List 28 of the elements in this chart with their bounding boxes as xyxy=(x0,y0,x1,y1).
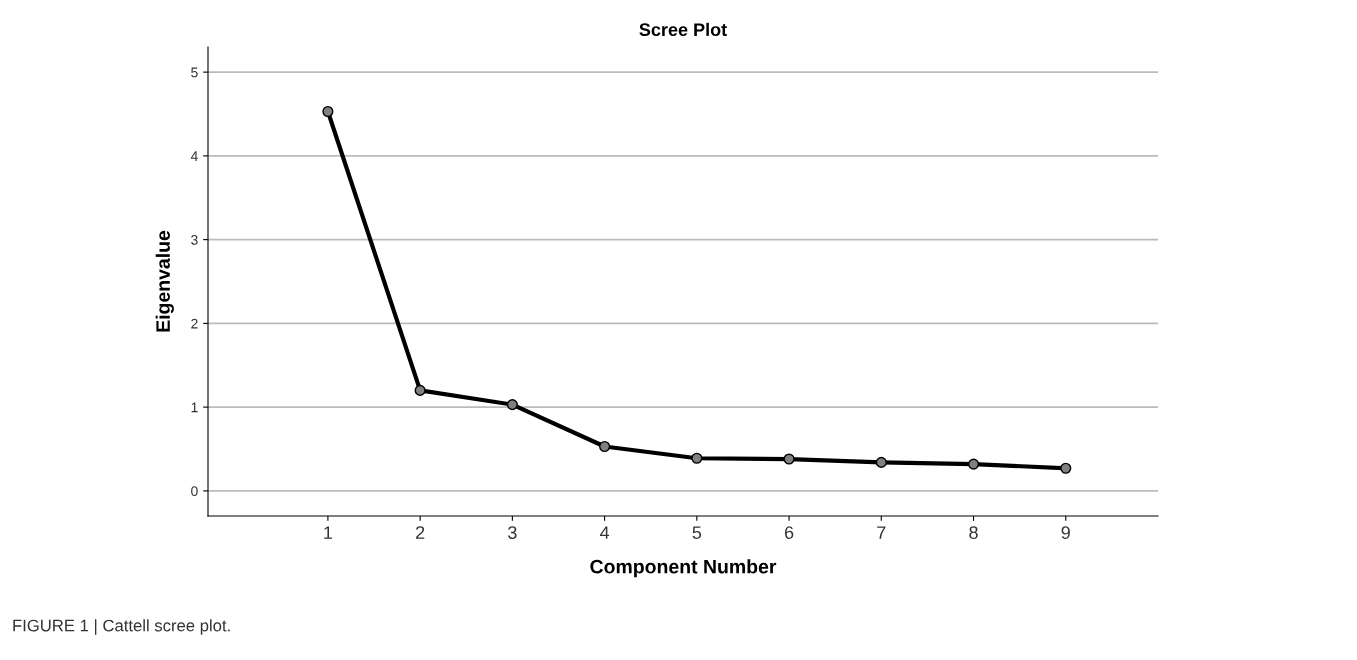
point xyxy=(783,453,795,465)
point xyxy=(322,105,334,118)
y-tick-label: 5 xyxy=(191,67,198,78)
y-tick-label: 2 xyxy=(191,318,198,329)
y-tick-label: 3 xyxy=(191,234,198,245)
x-tick-label: 1 xyxy=(324,526,333,539)
point xyxy=(506,399,518,411)
x-tick-label: 4 xyxy=(600,526,610,539)
point xyxy=(691,452,703,464)
point xyxy=(414,384,426,396)
x-tick-label: 6 xyxy=(784,526,794,539)
point xyxy=(1060,462,1072,474)
y-tick-label: 1 xyxy=(191,402,198,413)
caption: FIGURE 1 | Cattell scree plot. xyxy=(13,619,230,635)
y-axis-title: Eigenvalue xyxy=(155,230,174,332)
x-tick-label: 5 xyxy=(692,526,702,539)
x-tick-label: 7 xyxy=(877,526,886,539)
y-tick-label: 4 xyxy=(190,151,198,161)
x-tick-label: 9 xyxy=(1061,526,1070,539)
y-tick-label: 0 xyxy=(191,486,198,497)
x-tick-label: 3 xyxy=(508,526,517,539)
x-axis-title: Component Number xyxy=(590,559,777,578)
x-tick-label: 8 xyxy=(969,526,978,539)
point xyxy=(875,456,887,468)
point xyxy=(967,458,980,470)
chart-title: Scree Plot xyxy=(639,22,727,37)
x-tick-label: 2 xyxy=(416,526,425,539)
point xyxy=(599,440,611,453)
